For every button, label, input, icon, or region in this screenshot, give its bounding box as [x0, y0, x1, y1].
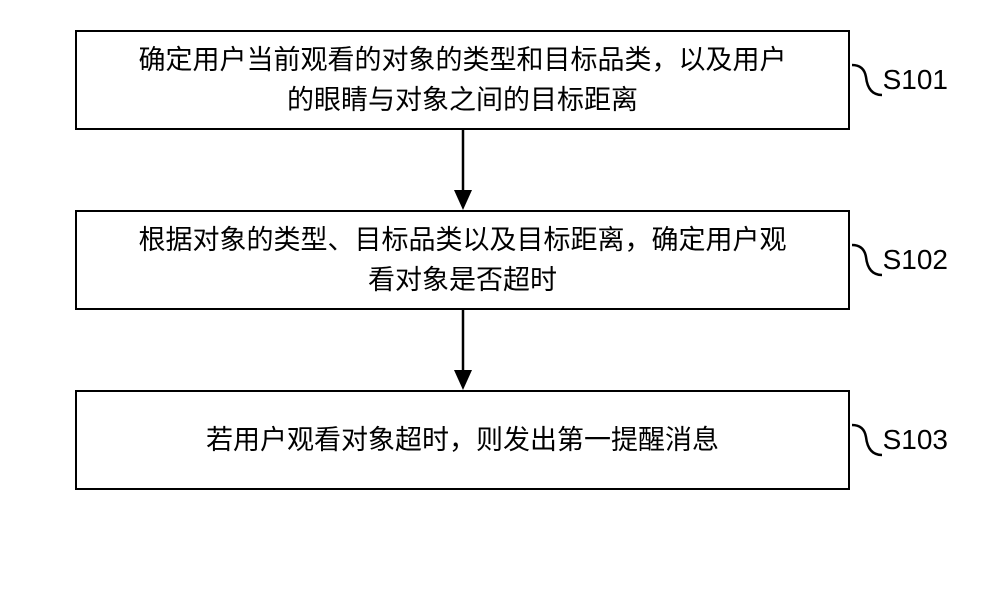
step-label-2: S102: [883, 244, 948, 276]
step-label-1: S101: [883, 64, 948, 96]
arrow-2: [75, 310, 850, 390]
step-1-line-1: 确定用户当前观看的对象的类型和目标品类，以及用户: [139, 45, 787, 75]
step-2-line-1: 根据对象的类型、目标品类以及目标距离，确定用户观: [139, 225, 787, 255]
step-text-1: 确定用户当前观看的对象的类型和目标品类，以及用户 的眼睛与对象之间的目标距离: [139, 40, 787, 121]
step-box-2: 根据对象的类型、目标品类以及目标距离，确定用户观 看对象是否超时 S102: [75, 210, 850, 310]
step-box-3: 若用户观看对象超时，则发出第一提醒消息 S103: [75, 390, 850, 490]
arrow-down-icon: [448, 310, 478, 390]
connector-curve-3: [852, 415, 882, 465]
step-box-1: 确定用户当前观看的对象的类型和目标品类，以及用户 的眼睛与对象之间的目标距离 S…: [75, 30, 850, 130]
step-1-line-2: 的眼睛与对象之间的目标距离: [287, 85, 638, 115]
connector-curve-2: [852, 235, 882, 285]
step-text-2: 根据对象的类型、目标品类以及目标距离，确定用户观 看对象是否超时: [139, 220, 787, 301]
flowchart-container: 确定用户当前观看的对象的类型和目标品类，以及用户 的眼睛与对象之间的目标距离 S…: [50, 30, 950, 490]
step-3-line-1: 若用户观看对象超时，则发出第一提醒消息: [206, 425, 719, 455]
connector-curve-1: [852, 55, 882, 105]
arrow-down-icon: [448, 130, 478, 210]
arrow-1: [75, 130, 850, 210]
step-2-line-2: 看对象是否超时: [368, 265, 557, 295]
step-text-3: 若用户观看对象超时，则发出第一提醒消息: [206, 420, 719, 461]
step-label-3: S103: [883, 424, 948, 456]
